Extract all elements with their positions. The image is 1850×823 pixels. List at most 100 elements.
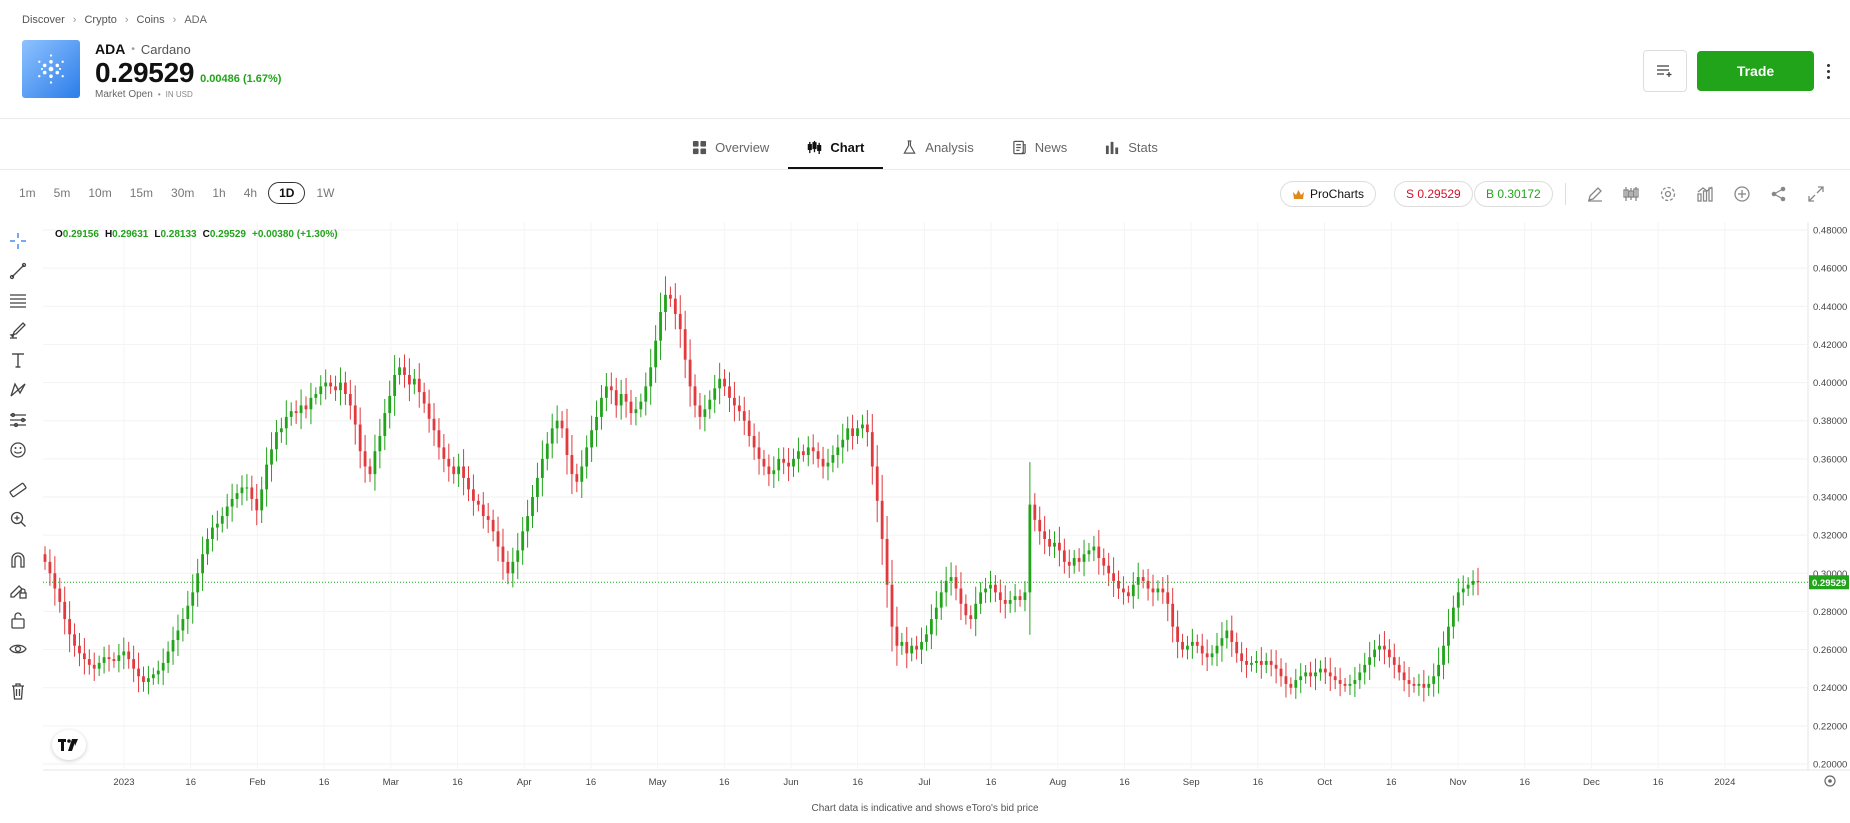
candle-body xyxy=(1043,531,1047,539)
y-tick-label: 0.34000 xyxy=(1813,493,1847,504)
tabs-divider xyxy=(0,169,1850,170)
candle-body xyxy=(417,378,421,393)
smiley-icon xyxy=(10,442,26,458)
candle-body xyxy=(68,619,72,635)
candle-body xyxy=(998,592,1002,600)
chart-type-button[interactable] xyxy=(1618,181,1644,207)
draw-tool-button[interactable] xyxy=(1582,181,1608,207)
candle-body xyxy=(590,430,594,448)
candle-body xyxy=(1412,683,1416,686)
bars-icon xyxy=(1106,141,1119,154)
candle-body xyxy=(816,451,820,459)
axis-settings-icon xyxy=(1824,775,1836,787)
candle-body xyxy=(787,462,790,467)
candle-body xyxy=(856,428,859,436)
candle-body xyxy=(964,603,968,616)
lock-drawing-tool[interactable] xyxy=(7,579,29,601)
candle-body xyxy=(1245,661,1248,665)
candle-body xyxy=(1284,676,1288,684)
candlestick-chart[interactable]: 0.48000 0.46000 0.44000 0.42000 0.40000 0.380… xyxy=(43,222,1850,792)
candle-body xyxy=(1363,664,1367,673)
breadcrumb-crypto[interactable]: Crypto xyxy=(84,14,117,26)
prediction-tool[interactable] xyxy=(7,409,29,431)
interval-5m[interactable]: 5m xyxy=(53,186,71,200)
pencil-lock-icon xyxy=(10,585,27,599)
measure-tool[interactable] xyxy=(7,479,29,501)
text-tool[interactable] xyxy=(7,349,29,371)
fullscreen-button[interactable] xyxy=(1803,181,1829,207)
emoji-tool[interactable] xyxy=(7,439,29,461)
interval-30m[interactable]: 30m xyxy=(171,186,195,200)
tab-chart[interactable]: Chart xyxy=(788,125,884,169)
candle-body xyxy=(412,378,416,385)
candle-body xyxy=(915,645,919,650)
interval-10m[interactable]: 10m xyxy=(88,186,112,200)
visibility-tool[interactable] xyxy=(7,638,29,660)
indicators-button[interactable] xyxy=(1692,181,1718,207)
candle-body xyxy=(467,477,470,490)
crosshair-tool[interactable] xyxy=(7,230,29,252)
breadcrumb-coins[interactable]: Coins xyxy=(136,14,165,26)
more-vertical-icon[interactable] xyxy=(1822,58,1834,84)
candle-body xyxy=(831,455,835,463)
interval-1d[interactable]: 1D xyxy=(268,182,306,204)
candle-body xyxy=(501,546,505,562)
candle-body xyxy=(1343,683,1347,686)
trash-icon xyxy=(12,683,24,700)
tradingview-logo-icon[interactable] xyxy=(52,730,86,760)
zoom-in-icon xyxy=(10,511,26,527)
candle-body xyxy=(358,424,362,452)
interval-1h[interactable]: 1h xyxy=(212,186,226,200)
interval-1m[interactable]: 1m xyxy=(19,186,36,200)
add-to-watchlist-button[interactable] xyxy=(1643,50,1687,92)
candle-body xyxy=(693,386,697,406)
candle-body xyxy=(649,367,653,387)
candle-body xyxy=(733,397,736,406)
candle-body xyxy=(1392,657,1396,665)
candle-body xyxy=(176,630,180,641)
breadcrumb-discover[interactable]: Discover xyxy=(22,14,65,26)
compare-button[interactable] xyxy=(1729,181,1755,207)
candle-body xyxy=(1225,630,1229,639)
tab-stats[interactable]: Stats xyxy=(1086,125,1177,169)
pattern-tool[interactable] xyxy=(7,379,29,401)
zoom-tool[interactable] xyxy=(7,508,29,530)
lock-tool[interactable] xyxy=(7,609,29,631)
candle-body xyxy=(683,329,687,360)
trend-line-tool[interactable] xyxy=(7,260,29,282)
candle-body xyxy=(393,374,397,396)
candle-body xyxy=(609,386,613,391)
candle-body xyxy=(1387,649,1391,658)
magnet-tool[interactable] xyxy=(7,549,29,571)
crown-icon xyxy=(1293,189,1304,199)
candle-body xyxy=(826,462,830,467)
tab-analysis[interactable]: Analysis xyxy=(883,125,992,169)
candle-body xyxy=(1102,558,1106,566)
procharts-button[interactable]: ProCharts xyxy=(1280,181,1377,207)
price-chart[interactable]: 0.48000 0.46000 0.44000 0.42000 0.40000 0.380… xyxy=(43,222,1850,792)
brush-tool[interactable] xyxy=(7,319,29,341)
candle-body xyxy=(107,657,111,660)
tab-overview[interactable]: Overview xyxy=(673,125,788,169)
trade-button[interactable]: Trade xyxy=(1697,51,1814,91)
x-tick-label: Mar xyxy=(383,777,399,788)
candle-body xyxy=(452,466,456,475)
candle-body xyxy=(600,397,603,417)
interval-15m[interactable]: 15m xyxy=(129,186,154,200)
candle-body xyxy=(792,458,795,467)
buy-price-button[interactable]: B 0.30172 xyxy=(1474,181,1553,207)
share-button[interactable] xyxy=(1766,181,1792,207)
sell-price-button[interactable]: S 0.29529 xyxy=(1394,181,1473,207)
ruler-icon xyxy=(9,482,27,498)
candle-body xyxy=(1195,641,1199,646)
interval-4h[interactable]: 4h xyxy=(243,186,258,200)
fib-tool[interactable] xyxy=(7,289,29,311)
interval-1w[interactable]: 1W xyxy=(316,186,335,200)
delete-drawings-tool[interactable] xyxy=(7,680,29,702)
tab-news[interactable]: News xyxy=(993,125,1087,169)
settings-button[interactable] xyxy=(1655,181,1681,207)
magnet-icon xyxy=(11,552,25,568)
candle-body xyxy=(1181,641,1184,650)
candle-body xyxy=(895,626,899,646)
x-tick-label: 16 xyxy=(1386,777,1397,788)
